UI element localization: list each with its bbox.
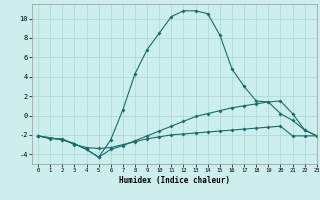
X-axis label: Humidex (Indice chaleur): Humidex (Indice chaleur): [119, 176, 230, 185]
